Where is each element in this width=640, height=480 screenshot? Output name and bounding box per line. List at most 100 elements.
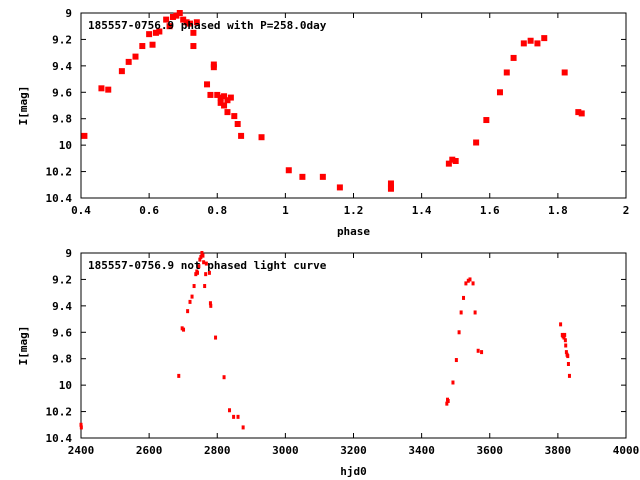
data-point xyxy=(195,270,199,275)
data-point xyxy=(462,295,466,300)
data-point xyxy=(166,23,173,30)
data-point xyxy=(228,408,232,413)
data-point xyxy=(445,160,452,167)
y-tick-label: 9.6 xyxy=(52,86,72,99)
x-axis-label: phase xyxy=(337,225,370,238)
y-tick-label: 9.4 xyxy=(52,300,72,313)
data-point xyxy=(132,53,139,60)
y-tick-label: 9.2 xyxy=(52,33,72,46)
data-point xyxy=(241,425,245,430)
data-point xyxy=(204,81,211,88)
y-tick-label: 9.2 xyxy=(52,273,72,286)
data-point xyxy=(180,16,187,23)
data-point xyxy=(190,294,194,299)
data-point xyxy=(387,185,394,192)
data-point xyxy=(139,43,146,50)
data-point xyxy=(454,358,458,363)
data-point xyxy=(217,94,224,101)
data-point xyxy=(473,139,480,146)
data-point xyxy=(187,20,193,27)
data-point xyxy=(520,40,527,47)
data-point xyxy=(192,284,196,289)
data-point xyxy=(217,99,224,106)
y-tick-label: 10.4 xyxy=(46,192,73,205)
data-point xyxy=(214,335,218,340)
data-point xyxy=(480,350,484,355)
data-point xyxy=(197,264,201,269)
x-tick-label: 3000 xyxy=(272,444,299,457)
data-point xyxy=(236,414,240,419)
data-point xyxy=(204,261,208,266)
data-point xyxy=(149,41,156,48)
data-point xyxy=(285,167,292,174)
y-tick-label: 9 xyxy=(65,7,72,20)
data-point xyxy=(203,284,207,289)
x-tick-label: 1.4 xyxy=(412,204,432,217)
x-tick-label: 1.2 xyxy=(344,204,364,217)
data-point xyxy=(163,16,170,23)
data-point xyxy=(199,254,203,259)
data-point xyxy=(176,10,183,16)
data-point xyxy=(190,29,197,36)
data-point xyxy=(567,373,571,378)
data-point xyxy=(457,330,461,335)
data-point xyxy=(459,310,463,315)
data-point xyxy=(449,156,456,163)
data-point xyxy=(224,97,231,104)
data-point xyxy=(336,184,343,191)
data-point xyxy=(445,401,449,406)
data-point xyxy=(563,332,567,337)
data-point xyxy=(208,301,212,306)
y-tick-label: 9.4 xyxy=(52,60,72,73)
data-point xyxy=(566,362,570,366)
x-tick-label: 2400 xyxy=(68,444,95,457)
y-tick-label: 9.6 xyxy=(52,326,72,339)
y-axis-label: I[mag] xyxy=(17,326,30,366)
data-point xyxy=(446,399,450,403)
data-point xyxy=(559,322,563,327)
y-tick-label: 10.2 xyxy=(46,406,73,419)
x-tick-label: 0.4 xyxy=(71,204,91,217)
data-point xyxy=(222,375,226,380)
x-tick-label: 4000 xyxy=(613,444,640,457)
data-point xyxy=(193,19,200,26)
data-point xyxy=(234,121,241,127)
x-axis-ticks: 0.4 0.6 0.8 1 1.2 1.4 1.6 1.8 2 xyxy=(71,13,629,217)
x-tick-label: 3400 xyxy=(408,444,435,457)
data-point xyxy=(210,64,217,71)
data-point xyxy=(224,109,231,116)
y-tick-label: 10.2 xyxy=(46,166,73,179)
data-point xyxy=(319,173,326,180)
data-point xyxy=(541,35,548,42)
data-point xyxy=(79,422,83,427)
data-point xyxy=(452,158,459,164)
data-point xyxy=(188,299,192,304)
data-point xyxy=(575,109,582,116)
data-point xyxy=(231,113,238,120)
x-tick-label: 2600 xyxy=(136,444,163,457)
data-point xyxy=(466,278,470,283)
phased-light-curve-panel: 0.4 0.6 0.8 1 1.2 1.4 1.6 1.8 2 9 9.2 9.4 9.6 9.8 10 1… xyxy=(17,7,629,238)
data-point xyxy=(204,272,208,277)
data-point xyxy=(209,303,213,308)
data-point xyxy=(238,132,245,139)
data-point xyxy=(566,354,570,359)
x-tick-label: 0.6 xyxy=(139,204,159,217)
data-point xyxy=(299,173,306,180)
data-point xyxy=(221,102,228,109)
data-point xyxy=(186,309,190,314)
x-tick-label: 2 xyxy=(623,204,630,217)
data-point xyxy=(564,343,568,348)
data-point xyxy=(561,69,568,76)
data-point xyxy=(105,86,112,93)
y-axis-label: I[mag] xyxy=(17,86,30,126)
data-point xyxy=(125,58,132,65)
data-point xyxy=(564,350,568,355)
data-point xyxy=(468,277,472,282)
data-point xyxy=(173,12,180,19)
data-point xyxy=(79,425,83,430)
x-tick-label: 1 xyxy=(282,204,289,217)
data-point xyxy=(527,37,534,44)
data-point xyxy=(190,43,197,50)
